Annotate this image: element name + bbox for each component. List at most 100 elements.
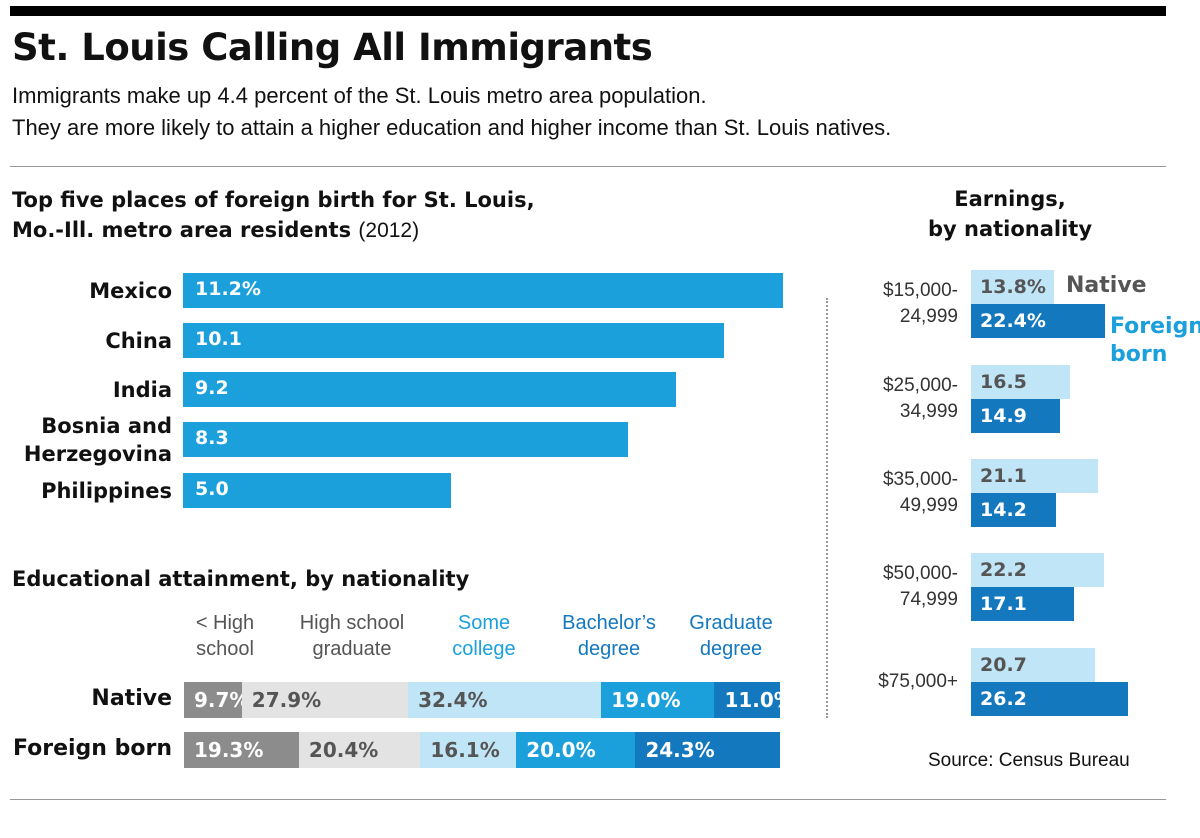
birth-bar bbox=[183, 323, 725, 358]
income-bracket-line: 49,999 bbox=[899, 495, 958, 516]
earnings-native-bar bbox=[971, 459, 1098, 493]
earnings-native-bar bbox=[971, 365, 1070, 399]
birth-bar bbox=[183, 273, 783, 308]
edu-column-header-line: degree bbox=[577, 638, 641, 660]
earnings-native-bar bbox=[971, 270, 1054, 304]
income-bracket-line: $25,000- bbox=[882, 375, 958, 396]
edu-column-header: Graduate degree bbox=[661, 610, 801, 662]
edu-segment-label: 11.0% bbox=[724, 688, 794, 712]
page-title: St. Louis Calling All Immigrants bbox=[12, 26, 653, 69]
birth-bar bbox=[183, 473, 451, 508]
earnings-title-line-2: by nationality bbox=[927, 217, 1093, 241]
earnings-foreign-label: 26.2 bbox=[980, 688, 1027, 710]
edu-row-label: Native bbox=[91, 686, 172, 711]
income-bracket-line: 74,999 bbox=[899, 589, 958, 610]
country-label: Philippines bbox=[41, 477, 172, 505]
income-bracket-line: $75,000+ bbox=[878, 671, 958, 692]
country-label: Mexico bbox=[89, 277, 172, 305]
earnings-native-label: 20.7 bbox=[980, 654, 1027, 676]
edu-segment bbox=[635, 732, 780, 768]
subtitle-line-2: They are more likely to attain a higher … bbox=[12, 115, 892, 140]
income-bracket-label: $75,000+ bbox=[878, 669, 958, 695]
edu-segment-label: 24.3% bbox=[645, 738, 715, 762]
earnings-foreign-bar bbox=[971, 587, 1074, 621]
income-bracket-label: $15,000- 24,999 bbox=[883, 278, 958, 330]
edu-segment bbox=[516, 732, 636, 768]
edu-column-header: < High school bbox=[155, 610, 295, 662]
earnings-native-bar bbox=[971, 648, 1096, 682]
birth-chart-title-line-1: Top five places of foreign birth for St.… bbox=[12, 188, 535, 212]
income-bracket-line: $50,000- bbox=[882, 563, 958, 584]
earnings-foreign-bar bbox=[971, 682, 1129, 716]
edu-column-header: High school graduate bbox=[282, 610, 422, 662]
edu-segment-label: 32.4% bbox=[418, 688, 488, 712]
income-bracket-label: $25,000- 34,999 bbox=[883, 373, 958, 425]
legend-foreign-line-1: Foreign bbox=[1110, 314, 1200, 339]
legend-foreign-line-2: born bbox=[1110, 342, 1168, 367]
earnings-native-label: 21.1 bbox=[980, 465, 1027, 487]
edu-column-header: Some college bbox=[414, 610, 554, 662]
earnings-foreign-label: 14.9 bbox=[980, 405, 1027, 427]
income-bracket-line: 24,999 bbox=[899, 306, 958, 327]
edu-segment-label: 27.9% bbox=[251, 688, 322, 712]
country-label-line: Herzegovina bbox=[23, 441, 172, 466]
edu-column-header: Bachelor’s degree bbox=[539, 610, 679, 662]
edu-column-header-line: graduate bbox=[312, 638, 392, 660]
earnings-foreign-bar bbox=[971, 399, 1061, 433]
source-note: Source: Census Bureau bbox=[928, 750, 1130, 771]
earnings-title-line-1: Earnings, bbox=[954, 187, 1066, 211]
edu-segment bbox=[241, 682, 409, 718]
edu-column-header-line: college bbox=[452, 638, 516, 660]
birth-chart-year: (2012) bbox=[358, 219, 420, 242]
edu-segment-label: 16.1% bbox=[430, 738, 500, 762]
earnings-foreign-label: 22.4% bbox=[980, 310, 1046, 332]
subtitle-line-1: Immigrants make up 4.4 percent of the St… bbox=[12, 83, 707, 108]
income-bracket-line: 34,999 bbox=[899, 401, 958, 422]
edu-column-header-line: Bachelor’s bbox=[562, 612, 656, 634]
legend-foreign-born: Foreign born bbox=[1110, 313, 1200, 369]
earnings-foreign-bar bbox=[971, 304, 1106, 338]
birth-bar bbox=[183, 422, 628, 457]
country-label-line: China bbox=[105, 328, 172, 353]
country-label-line: India bbox=[112, 377, 172, 402]
edu-segment-label: 19.0% bbox=[611, 688, 681, 712]
edu-segment bbox=[184, 682, 242, 718]
birth-bar bbox=[183, 372, 676, 407]
country-label-line: Philippines bbox=[41, 478, 172, 503]
divider-bottom bbox=[10, 799, 1166, 800]
earnings-foreign-label: 14.2 bbox=[980, 499, 1027, 521]
birth-bar-label: 8.3 bbox=[195, 427, 229, 449]
country-label: Bosnia and Herzegovina bbox=[24, 412, 172, 468]
edu-column-header-line: Graduate bbox=[689, 612, 773, 634]
earnings-chart-title: Earnings, by nationality bbox=[880, 184, 1140, 244]
page-subtitle: Immigrants make up 4.4 percent of the St… bbox=[12, 80, 891, 144]
country-label-line: Bosnia and bbox=[41, 413, 172, 438]
edu-column-header-line: < High bbox=[195, 612, 255, 634]
income-bracket-label: $50,000- 74,999 bbox=[883, 561, 958, 613]
income-bracket-line: $35,000- bbox=[882, 469, 958, 490]
edu-column-header-line: High school bbox=[299, 612, 405, 634]
earnings-native-label: 16.5 bbox=[980, 371, 1027, 393]
earnings-foreign-label: 17.1 bbox=[980, 593, 1027, 615]
edu-segment-label: 19.3% bbox=[194, 738, 264, 762]
edu-segment-label: 20.0% bbox=[526, 738, 596, 762]
earnings-native-label: 13.8% bbox=[980, 276, 1046, 298]
edu-segment bbox=[184, 732, 299, 768]
edu-segment-label: 9.7% bbox=[194, 688, 250, 712]
edu-segment bbox=[298, 732, 421, 768]
birth-chart-title: Top five places of foreign birth for St.… bbox=[12, 185, 535, 246]
birth-bar-label: 9.2 bbox=[195, 377, 229, 399]
income-bracket-line: $15,000- bbox=[882, 280, 958, 301]
earnings-native-label: 22.2 bbox=[980, 559, 1027, 581]
earnings-divider bbox=[826, 298, 828, 718]
edu-chart-title: Educational attainment, by nationality bbox=[12, 567, 470, 591]
edu-segment bbox=[408, 682, 602, 718]
edu-column-header-line: degree bbox=[699, 638, 763, 660]
edu-column-header-line: Some bbox=[457, 612, 511, 634]
edu-segment bbox=[601, 682, 715, 718]
income-bracket-label: $35,000- 49,999 bbox=[883, 467, 958, 519]
birth-chart-title-line-2: Mo.-Ill. metro area residents bbox=[12, 218, 352, 242]
earnings-foreign-bar bbox=[971, 493, 1057, 527]
divider-top bbox=[10, 166, 1166, 167]
edu-row-label: Foreign born bbox=[12, 736, 172, 761]
